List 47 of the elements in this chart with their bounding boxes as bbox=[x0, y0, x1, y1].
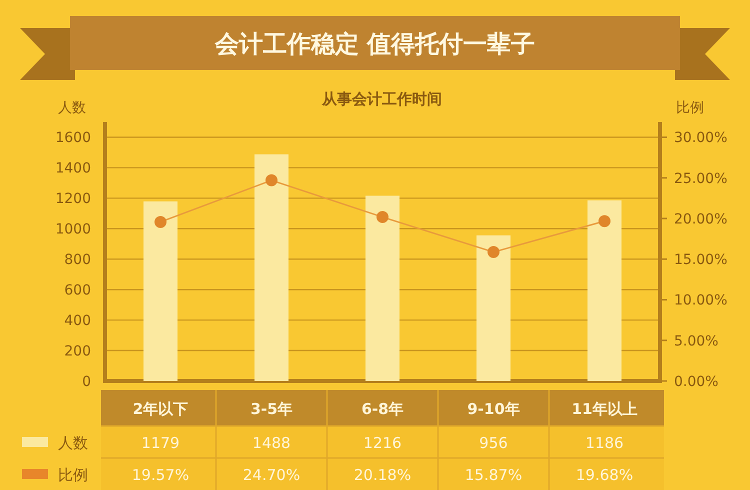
y2-tick-label: 15.00% bbox=[674, 252, 728, 268]
point bbox=[266, 174, 278, 186]
data-label: 15.87% bbox=[464, 466, 522, 484]
point bbox=[154, 216, 166, 228]
chart-title: 会计工作稳定 值得托付一辈子 bbox=[214, 30, 536, 58]
bar bbox=[588, 200, 622, 381]
data-label: 1179 bbox=[141, 434, 180, 452]
legend-label: 比例 bbox=[58, 466, 88, 484]
y-tick-label: 1000 bbox=[55, 222, 91, 238]
x-tick-label: 6-8年 bbox=[361, 400, 404, 418]
y-tick-label: 0 bbox=[82, 374, 91, 390]
point bbox=[376, 211, 388, 224]
y2-tick-label: 20.00% bbox=[674, 211, 728, 228]
x-tick-label: 2年以下 bbox=[132, 400, 188, 418]
bar bbox=[144, 201, 178, 381]
x-tick-label: 11年以上 bbox=[572, 400, 638, 418]
point bbox=[598, 215, 610, 228]
data-label: 956 bbox=[479, 434, 508, 452]
data-label: 1216 bbox=[363, 434, 402, 452]
y-tick-label: 1400 bbox=[55, 160, 91, 177]
y-tick-label: 800 bbox=[64, 252, 91, 268]
y-tick-label: 600 bbox=[64, 282, 91, 299]
y-tick-label: 1200 bbox=[55, 191, 91, 208]
y2-tick-label: 5.00% bbox=[674, 333, 718, 350]
data-label: 19.57% bbox=[132, 466, 190, 484]
data-label: 1488 bbox=[252, 434, 291, 452]
y2-tick-label: 25.00% bbox=[674, 170, 728, 187]
bar bbox=[366, 196, 400, 381]
legend-label: 人数 bbox=[58, 434, 88, 452]
y2-tick-label: 0.00% bbox=[674, 374, 718, 390]
y-tick-label: 1600 bbox=[55, 130, 91, 146]
bar bbox=[476, 235, 510, 381]
y-tick-label: 400 bbox=[64, 313, 91, 330]
data-label: 1186 bbox=[585, 434, 624, 452]
point bbox=[488, 246, 500, 258]
x-tick-label: 3-5年 bbox=[250, 400, 293, 418]
data-label: 20.18% bbox=[354, 466, 412, 484]
y2-tick-label: 10.00% bbox=[674, 292, 728, 309]
y-tick-label: 200 bbox=[64, 344, 91, 360]
y2-tick-label: 30.00% bbox=[674, 130, 728, 146]
y2-axis-title: 比例 bbox=[676, 100, 704, 116]
data-label: 19.68% bbox=[576, 466, 634, 484]
chart-subtitle: 从事会计工作时间 bbox=[321, 90, 442, 108]
y-axis-title: 人数 bbox=[58, 100, 86, 116]
data-label: 24.70% bbox=[242, 466, 300, 484]
bar bbox=[254, 154, 288, 381]
x-tick-label: 9-10年 bbox=[467, 400, 520, 418]
